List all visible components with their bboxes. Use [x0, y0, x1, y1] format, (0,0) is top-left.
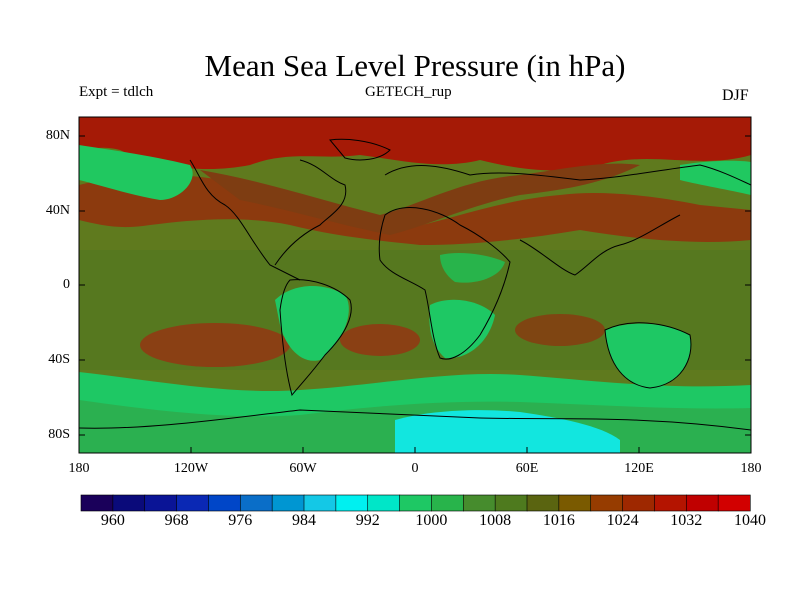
coast-greenland: [329, 138, 391, 161]
colorbar-swatch: [431, 494, 464, 512]
experiment-label: Expt = tdlch: [79, 84, 154, 100]
pressure-field: [79, 117, 751, 453]
colorbar-label: 1032: [670, 512, 703, 529]
lat-label-80n: 80N: [45, 128, 70, 143]
lon-label-180w: 180: [68, 461, 90, 476]
coastlines: [79, 138, 751, 431]
coast-south-america: [279, 279, 352, 397]
colorbar-label: 1016: [542, 512, 575, 529]
indian-ocean-high: [515, 314, 605, 346]
colorbar-swatch: [367, 494, 401, 512]
aleutian-low: [79, 145, 193, 200]
coast-north-america-west: [189, 159, 301, 281]
colorbar-label: 1040: [734, 512, 766, 529]
arctic-high: [79, 117, 751, 171]
colorbar: [80, 494, 751, 512]
australia-low: [605, 323, 691, 388]
colorbar-swatch: [717, 494, 751, 512]
siberian-high: [200, 163, 640, 235]
colorbar-label: 984: [292, 512, 316, 529]
colorbar-swatch: [399, 494, 433, 512]
colorbar-swatch: [590, 494, 624, 512]
colorbar-swatch: [80, 494, 114, 512]
run-label: GETECH_rup: [365, 84, 452, 100]
aleutian-low-east: [680, 160, 751, 195]
colorbar-swatch: [176, 494, 210, 512]
coast-north-america-east: [274, 159, 347, 266]
lon-label-60e: 60E: [515, 461, 539, 476]
colorbar-label: 968: [164, 512, 189, 529]
colorbar-swatch: [654, 494, 687, 512]
colorbar-swatch: [622, 494, 656, 512]
colorbar-label: 1024: [606, 512, 639, 529]
colorbar-label: 1008: [479, 512, 512, 529]
north-africa-low: [440, 252, 505, 283]
coast-australia: [604, 322, 692, 389]
colorbar-swatch: [144, 494, 178, 512]
colorbar-swatch: [335, 494, 369, 512]
south-africa-low: [429, 299, 495, 359]
lat-label-40s: 40S: [48, 352, 70, 367]
colorbar-swatch: [494, 494, 528, 512]
colorbar-swatch: [303, 494, 337, 512]
colorbar-swatch: [112, 494, 146, 512]
lat-label-80s: 80S: [48, 427, 70, 442]
south-pacific-high: [140, 323, 290, 367]
colorbar-label: 1000: [415, 512, 448, 529]
season-label: DJF: [722, 87, 749, 104]
lon-label-0: 0: [411, 461, 419, 476]
coast-antarctica: [79, 409, 751, 431]
axis-ticks: [79, 135, 751, 453]
lon-label-180e: 180: [740, 461, 762, 476]
colorbar-label: 960: [100, 512, 125, 529]
colorbar-label: 992: [355, 512, 380, 529]
antarctic-low: [395, 410, 620, 453]
colorbar-swatch: [526, 494, 560, 512]
lat-label-0: 0: [63, 277, 70, 292]
coast-asia-south: [519, 214, 681, 276]
lon-label-120e: 120E: [624, 461, 654, 476]
south-atlantic-high: [340, 324, 420, 356]
lat-label-40n: 40N: [45, 203, 70, 218]
lon-label-60w: 60W: [289, 461, 317, 476]
colorbar-label: 976: [228, 512, 253, 529]
colorbar-swatch: [462, 494, 496, 512]
map-title: Mean Sea Level Pressure (in hPa): [204, 48, 626, 83]
colorbar-swatch: [685, 494, 719, 512]
colorbar-swatch: [239, 494, 273, 512]
lon-label-120w: 120W: [173, 461, 209, 476]
colorbar-swatch: [558, 494, 592, 512]
colorbar-swatch: [271, 494, 305, 512]
south-america-low: [275, 285, 349, 361]
colorbar-swatch: [208, 494, 241, 512]
coast-africa: [378, 207, 511, 360]
coast-eurasia-north: [384, 164, 751, 186]
